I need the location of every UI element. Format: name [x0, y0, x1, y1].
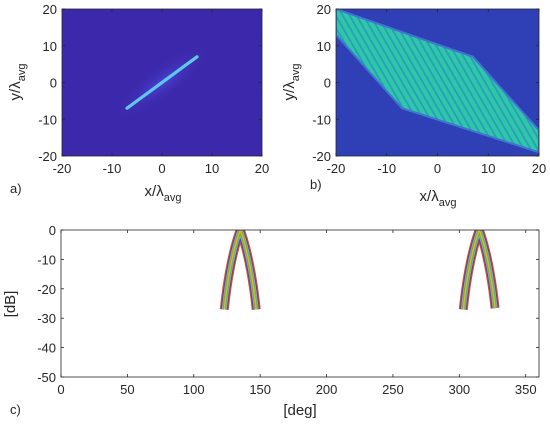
axes-c-yticks: 0 -10 -20 -30 -40 -50	[37, 223, 539, 385]
axes-a-xticks: -20 -10 0 10 20	[53, 9, 269, 176]
heatmap-b-interference-field	[336, 9, 539, 154]
axes-1-xtick-label: 10	[481, 161, 495, 176]
axes-b-yticks: 20 10 0 -10 -20	[312, 2, 539, 164]
axes-1-ytick-label: 10	[317, 39, 331, 54]
axes-2-xtick-label: 250	[382, 382, 404, 397]
axes-a-yticks: 20 10 0 -10 -20	[38, 2, 262, 164]
axes-b-xlabel: x/λavg	[420, 188, 457, 209]
axes-c-frame	[60, 229, 540, 378]
axes-1-xtick-label: 20	[532, 161, 546, 176]
axes-2-ytick-label: -50	[37, 370, 56, 385]
axes-1-ytick-label: 0	[324, 76, 331, 91]
axes-2-ytick-label: -10	[37, 252, 56, 267]
axes-1-ytick-label: -20	[312, 149, 331, 164]
axes-0-xtick-label: 20	[255, 161, 269, 176]
heatmap-a-line-segment	[125, 55, 199, 110]
axes-2-xtick-label: 100	[183, 382, 205, 397]
panel-b: -20 -10 0 10 20 20 10 0 -10 -20 x/λavg y/λavg b)	[281, 2, 546, 209]
axes-c-xlabel: [deg]	[283, 402, 316, 419]
axes-c-xticks: 0 50 100 150 200 250 300 350	[57, 230, 537, 397]
axes-0-ytick-label: -10	[38, 112, 57, 127]
axes-2-ytick-label: -30	[37, 311, 56, 326]
axes-1-ytick-label: -10	[312, 112, 331, 127]
axes-a-ylabel: y/λavg	[7, 64, 28, 101]
axes-1-xtick-label: -10	[377, 161, 396, 176]
axes-1-xtick-label: 0	[434, 161, 441, 176]
axes-b-xticks: -20 -10 0 10 20	[327, 9, 546, 176]
axes-2-ytick-label: 0	[49, 223, 56, 238]
axes-0-ytick-label: 10	[43, 39, 57, 54]
axes-2-xtick-label: 350	[515, 382, 537, 397]
axes-1-ytick-label: 20	[317, 2, 331, 17]
axes-1-xtick-label: -20	[327, 161, 346, 176]
axes-0-ytick-label: 20	[43, 2, 57, 17]
axes-c-ylabel: [dB]	[2, 291, 19, 318]
axes-a-xlabel: x/λavg	[145, 183, 182, 204]
axes-2-xtick-label: 50	[120, 382, 134, 397]
axes-2-xtick-label: 0	[57, 382, 64, 397]
axes-0-xtick-label: -10	[103, 161, 122, 176]
axes-b-ylabel: y/λavg	[281, 64, 302, 101]
axes-0-ytick-label: -20	[38, 149, 57, 164]
panel-a-label: a)	[10, 181, 22, 196]
panel-a: -20 -10 0 10 20 20 10 0 -10 -20 x/λavg y/λavg a)	[7, 2, 269, 204]
axes-c-background	[61, 230, 539, 377]
panel-c-label: c)	[10, 402, 21, 417]
axes-2-ytick-label: -20	[37, 282, 56, 297]
panel-b-label: b)	[310, 177, 322, 192]
axes-2-xtick-label: 150	[249, 382, 271, 397]
series-4-line	[223, 230, 257, 310]
panel-c: 0 50 100 150 200 250 300 350 0 -10 -20 -30 -40 -50 […	[2, 223, 540, 419]
axes-2-ytick-label: -40	[37, 341, 56, 356]
axes-0-xtick-label: 0	[158, 161, 165, 176]
axes-0-xtick-label: -20	[53, 161, 72, 176]
axes-2-xtick-label: 200	[316, 382, 338, 397]
axes-0-xtick-label: 10	[205, 161, 219, 176]
axes-0-ytick-label: 0	[50, 76, 57, 91]
axes-2-xtick-label: 300	[448, 382, 470, 397]
